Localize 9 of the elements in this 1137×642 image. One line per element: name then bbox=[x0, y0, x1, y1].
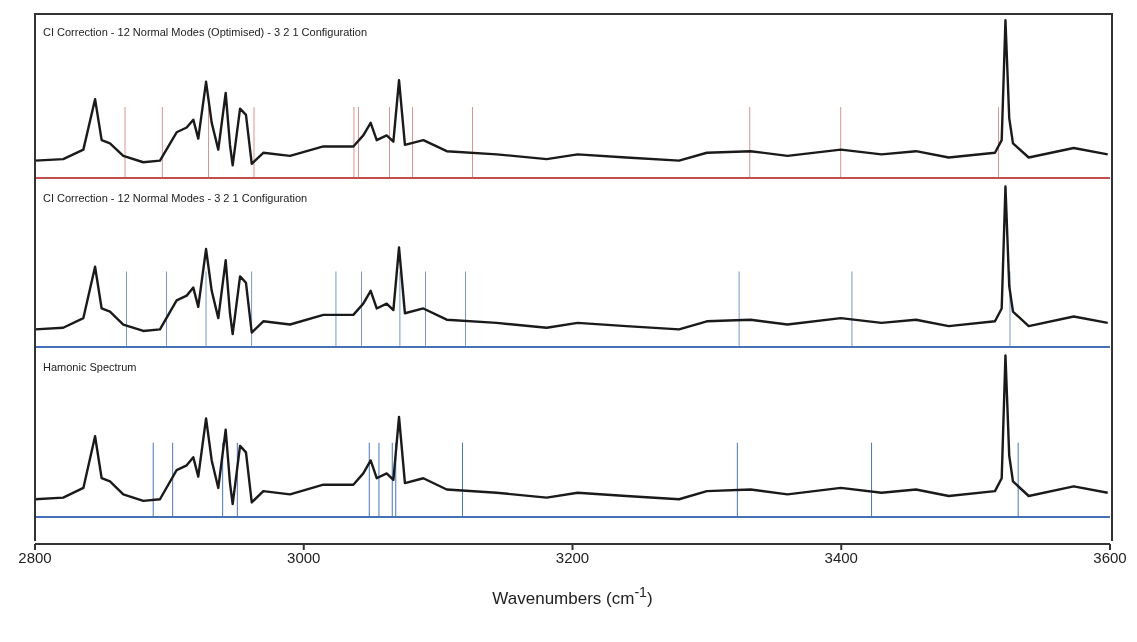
text: CI Correction - 12 Normal Modes (Optimised) - 3 2 1 Configuration bbox=[43, 26, 368, 38]
x-tick-label: 3200 bbox=[555, 548, 590, 566]
text: Hamonic Spectrum bbox=[43, 361, 137, 373]
x-tick-label: 3600 bbox=[1093, 548, 1127, 566]
x-tick-label: 3400 bbox=[824, 548, 858, 566]
x-tick-label: 3000 bbox=[287, 548, 321, 566]
text: CI Correction - 12 Normal Modes - 3 2 1 Configuration bbox=[43, 192, 308, 204]
x-tick-label: 2800 bbox=[18, 548, 52, 566]
x-axis-title: Wavenumbers (cm$^{-1}$) bbox=[491, 584, 654, 609]
